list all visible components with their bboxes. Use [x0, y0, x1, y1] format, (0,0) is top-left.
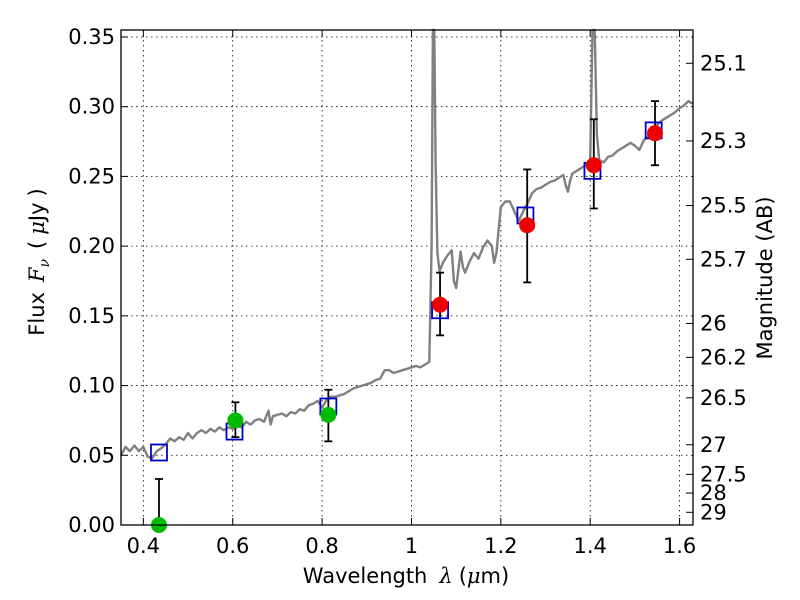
y-tick-label: 0.25: [68, 164, 115, 188]
y-axis-ticks: 0.00 0.05 0.10 0.15 0.20 0.25 0.30 0.35: [68, 25, 128, 537]
y2-tick-label: 26.2: [700, 345, 747, 369]
y-tick-label: 0.30: [68, 95, 115, 119]
y2-tick-label: 28: [700, 481, 727, 505]
x-axis-ticks: 0.4 0.6 0.8 1 1.2 1.4 1.6: [127, 30, 696, 558]
x-tick-label: 1.6: [663, 534, 696, 558]
y2-tick-label: 29: [700, 500, 727, 524]
y-axis-label-units-close: ): [25, 188, 49, 196]
grid: [121, 30, 693, 525]
observed-point: [320, 406, 337, 423]
x-axis-label: Wavelength λ (μm): [303, 564, 509, 588]
x-tick-label: 0.6: [216, 534, 249, 558]
y2-axis-label: Magnitude (AB): [753, 196, 777, 359]
y-axis-label: Flux Fν ( μJy): [25, 188, 53, 335]
y2-tick-label: 25.5: [700, 194, 747, 218]
observed-point: [647, 125, 664, 142]
x-tick-label: 0.4: [127, 534, 160, 558]
y-axis-label-prefix: Flux: [25, 292, 49, 336]
x-axis-label-prefix: Wavelength: [303, 564, 428, 588]
y-axis-label-units-open: (: [25, 241, 49, 249]
y2-tick-label: 25.7: [700, 247, 747, 271]
observed-point: [432, 296, 449, 313]
x-tick-label: 1.4: [574, 534, 607, 558]
plot-frame: [120, 29, 694, 526]
y-tick-label: 0.35: [68, 25, 115, 49]
y2-tick-label: 26: [700, 311, 727, 335]
y2-tick-label: 25.1: [700, 51, 747, 75]
observed-point: [585, 157, 602, 174]
x-axis-label-units-mu: μ: [467, 564, 481, 588]
y-tick-label: 0.05: [68, 443, 115, 467]
model-point-square: [150, 443, 168, 462]
y-axis-label-units-rest: Jy: [25, 202, 49, 223]
x-tick-label: 1: [405, 534, 418, 558]
x-axis-label-units-rest: m): [481, 564, 510, 588]
y2-tick-label: 27: [700, 433, 727, 457]
y-axis-label-symbol: F: [25, 266, 49, 283]
y-axis-label-subscript: ν: [37, 258, 53, 267]
y-axis-label-units-mu: μ: [25, 221, 49, 235]
y2-tick-label: 25.3: [700, 129, 747, 153]
y2-tick-label: 27.5: [700, 462, 747, 486]
y2-tick-label: 26.5: [700, 386, 747, 410]
x-tick-label: 0.8: [305, 534, 338, 558]
y-tick-label: 0.10: [68, 374, 115, 398]
y-tick-label: 0.00: [68, 513, 115, 537]
observed-point: [227, 412, 244, 429]
y-tick-label: 0.15: [68, 304, 115, 328]
y-tick-label: 0.20: [68, 234, 115, 258]
observed-points-layer: [150, 125, 664, 533]
x-axis-label-symbol: λ: [438, 564, 452, 588]
observed-point: [519, 217, 536, 234]
x-tick-label: 1.2: [484, 534, 517, 558]
x-axis-label-units-open: (: [459, 564, 467, 588]
